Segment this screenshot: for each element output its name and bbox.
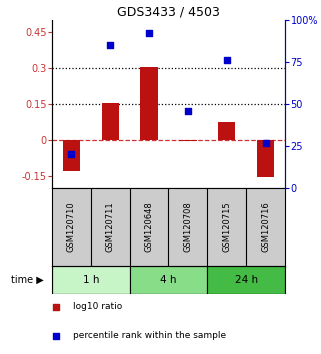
Text: time ▶: time ▶ bbox=[11, 275, 44, 285]
Text: 24 h: 24 h bbox=[235, 275, 258, 285]
Point bbox=[53, 333, 58, 338]
Text: 4 h: 4 h bbox=[160, 275, 177, 285]
Text: GSM120715: GSM120715 bbox=[222, 202, 231, 252]
Text: GSM120711: GSM120711 bbox=[106, 202, 115, 252]
Point bbox=[53, 304, 58, 310]
Bar bbox=[207, 266, 285, 294]
Point bbox=[263, 140, 268, 145]
Point bbox=[108, 42, 113, 48]
Point bbox=[69, 152, 74, 157]
Point bbox=[224, 57, 229, 63]
Text: GSM120716: GSM120716 bbox=[261, 202, 270, 252]
Bar bbox=[63, 140, 80, 171]
Text: log10 ratio: log10 ratio bbox=[73, 302, 122, 311]
Bar bbox=[101, 103, 119, 140]
Point bbox=[185, 108, 190, 114]
Bar bbox=[257, 140, 274, 177]
Text: percentile rank within the sample: percentile rank within the sample bbox=[73, 331, 226, 340]
Bar bbox=[52, 266, 130, 294]
Bar bbox=[140, 67, 158, 140]
Bar bbox=[218, 122, 236, 140]
Point bbox=[146, 30, 152, 36]
Title: GDS3433 / 4503: GDS3433 / 4503 bbox=[117, 6, 220, 19]
Text: GSM120648: GSM120648 bbox=[144, 202, 153, 252]
Bar bbox=[179, 140, 197, 141]
Text: 1 h: 1 h bbox=[82, 275, 99, 285]
Text: GSM120710: GSM120710 bbox=[67, 202, 76, 252]
Text: GSM120708: GSM120708 bbox=[183, 202, 192, 252]
Bar bbox=[130, 266, 207, 294]
